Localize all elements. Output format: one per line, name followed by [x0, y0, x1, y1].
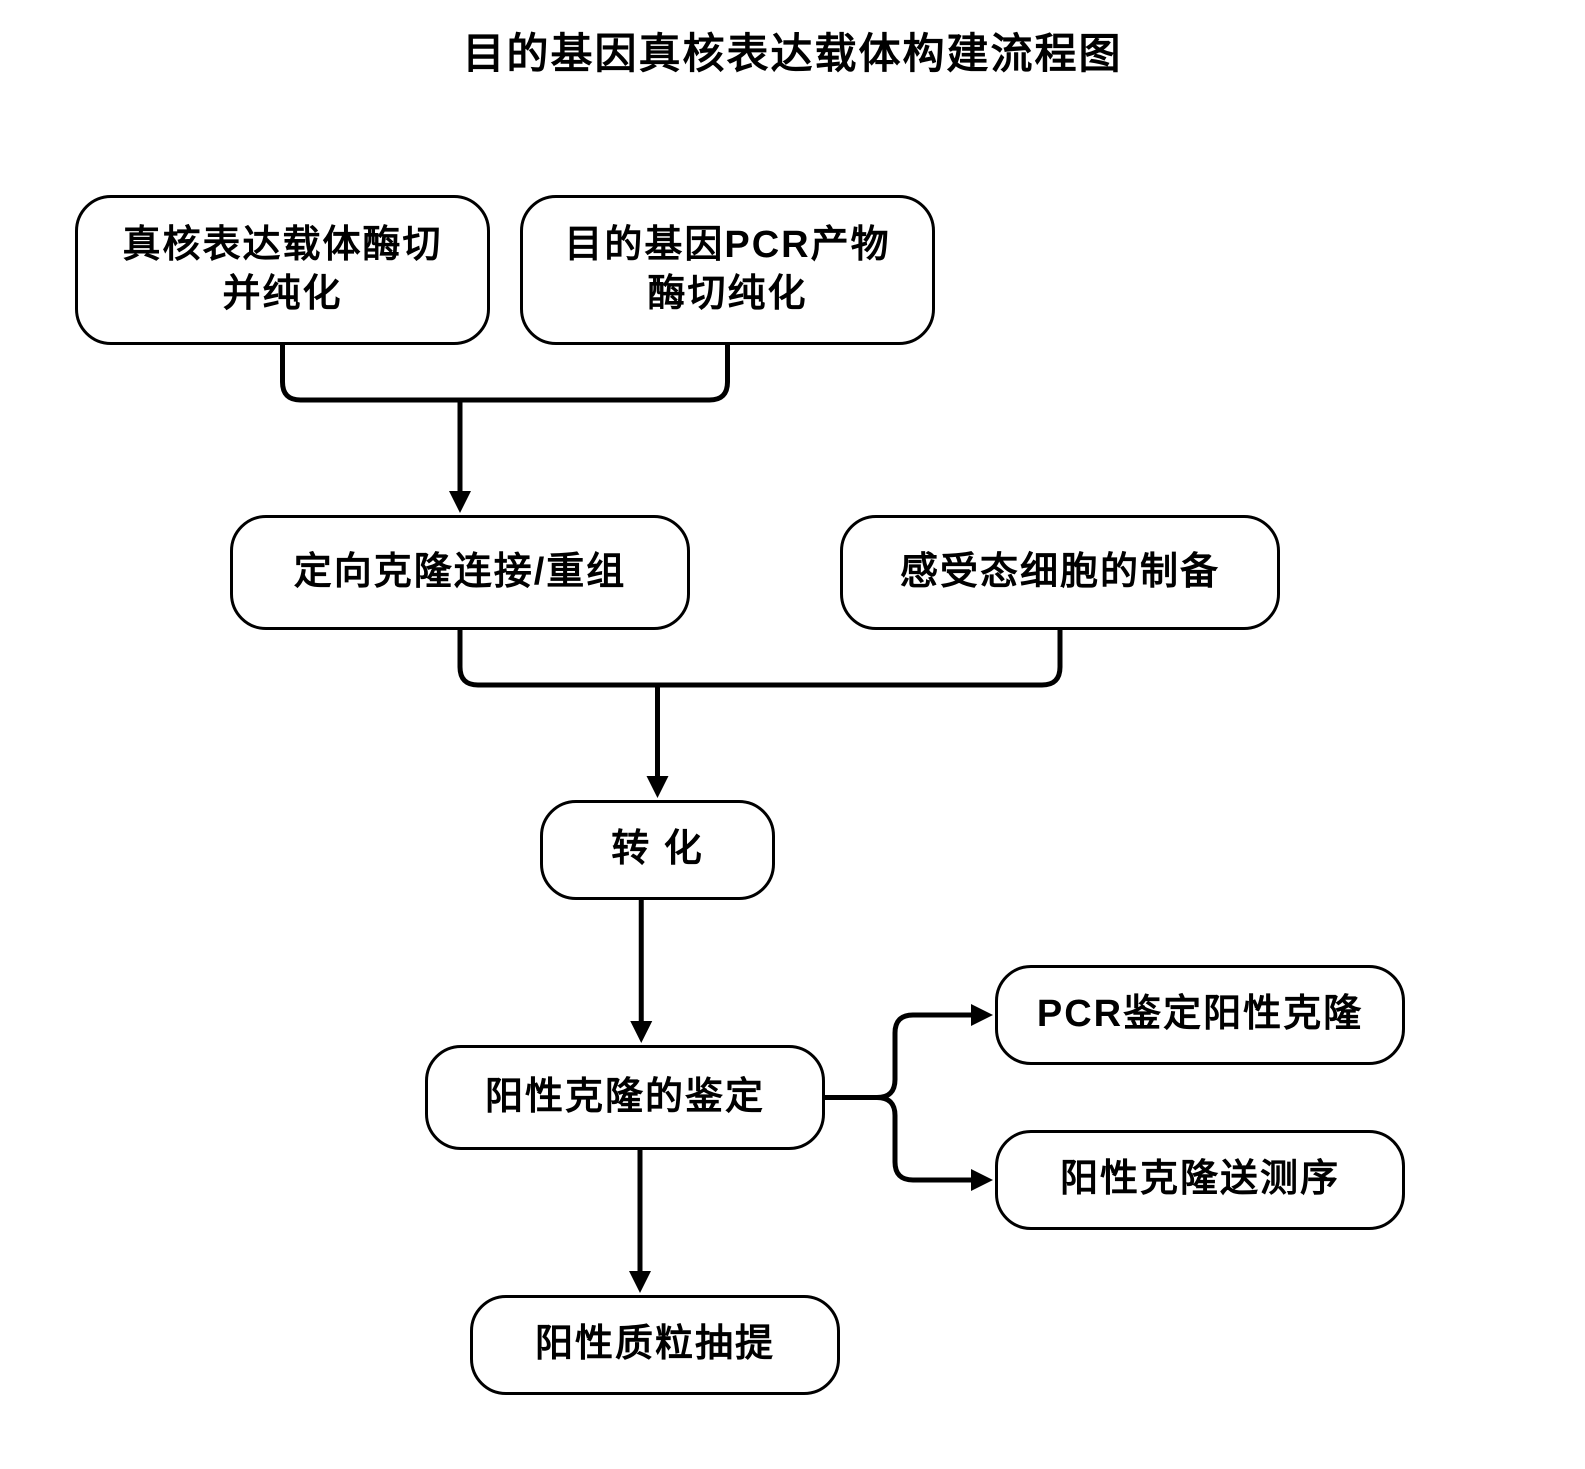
flow-node-n6: 阳性克隆的鉴定: [425, 1045, 825, 1150]
flow-node-n5: 转 化: [540, 800, 775, 900]
flow-node-n1: 真核表达载体酶切并纯化: [75, 195, 490, 345]
flowchart-canvas: 目的基因真核表达载体构建流程图 真核表达载体酶切并纯化目的基因PCR产物酶切纯化…: [0, 0, 1585, 1469]
flow-node-n8: 阳性克隆送测序: [995, 1130, 1405, 1230]
flow-node-n9: 阳性质粒抽提: [470, 1295, 840, 1395]
flow-node-n4: 感受态细胞的制备: [840, 515, 1280, 630]
diagram-title: 目的基因真核表达载体构建流程图: [0, 20, 1585, 81]
flow-node-n3: 定向克隆连接/重组: [230, 515, 690, 630]
flow-node-n7: PCR鉴定阳性克隆: [995, 965, 1405, 1065]
flow-node-n2: 目的基因PCR产物酶切纯化: [520, 195, 935, 345]
